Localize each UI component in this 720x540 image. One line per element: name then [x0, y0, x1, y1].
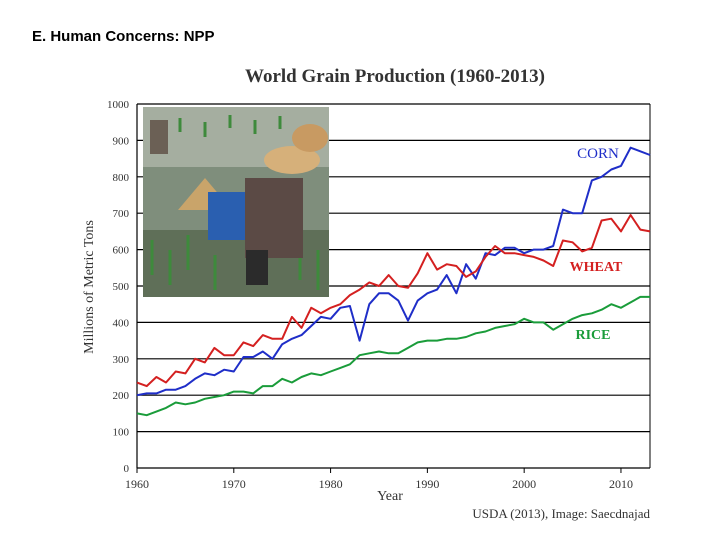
y-tick-label: 700	[113, 208, 130, 220]
axis-ticks: 0 100 200 300 400 500 600 700 800 900 1000 1960 1970…	[107, 99, 651, 491]
legend-wheat: WHEAT	[570, 260, 623, 275]
series-lines	[136, 146, 651, 417]
chart-title: World Grain Production (1960-2013)	[245, 66, 545, 87]
y-tick-label: 600	[113, 245, 130, 257]
y-tick-label: 0	[124, 463, 130, 475]
series-line-corn	[136, 146, 651, 397]
legend-corn: CORN	[577, 146, 619, 162]
x-tick-label: 1960	[125, 477, 149, 491]
x-tick-label: 1990	[415, 477, 439, 491]
x-axis-label: Year	[377, 489, 403, 504]
y-tick-label: 800	[113, 172, 130, 184]
source-note: USDA (2013), Image: Saecdnajad	[472, 506, 650, 521]
series-line-wheat	[136, 214, 651, 388]
slide-title: E. Human Concerns: NPP	[32, 28, 215, 45]
y-tick-label: 100	[113, 427, 130, 439]
y-tick-label: 300	[113, 354, 130, 366]
x-tick-label: 2010	[609, 477, 633, 491]
y-tick-label: 200	[113, 390, 130, 402]
y-axis-label: Millions of Metric Tons	[82, 220, 97, 354]
x-tick-label: 1970	[222, 477, 246, 491]
y-tick-label: 900	[113, 135, 130, 147]
x-tick-label: 2000	[512, 477, 536, 491]
rice-paddy-photo	[143, 107, 329, 297]
y-tick-label: 500	[113, 281, 130, 293]
legend-rice: RICE	[575, 328, 610, 343]
x-tick-label: 1980	[319, 477, 343, 491]
y-tick-label: 1000	[107, 99, 130, 111]
y-tick-label: 400	[113, 317, 130, 329]
series-line-rice	[136, 295, 650, 417]
